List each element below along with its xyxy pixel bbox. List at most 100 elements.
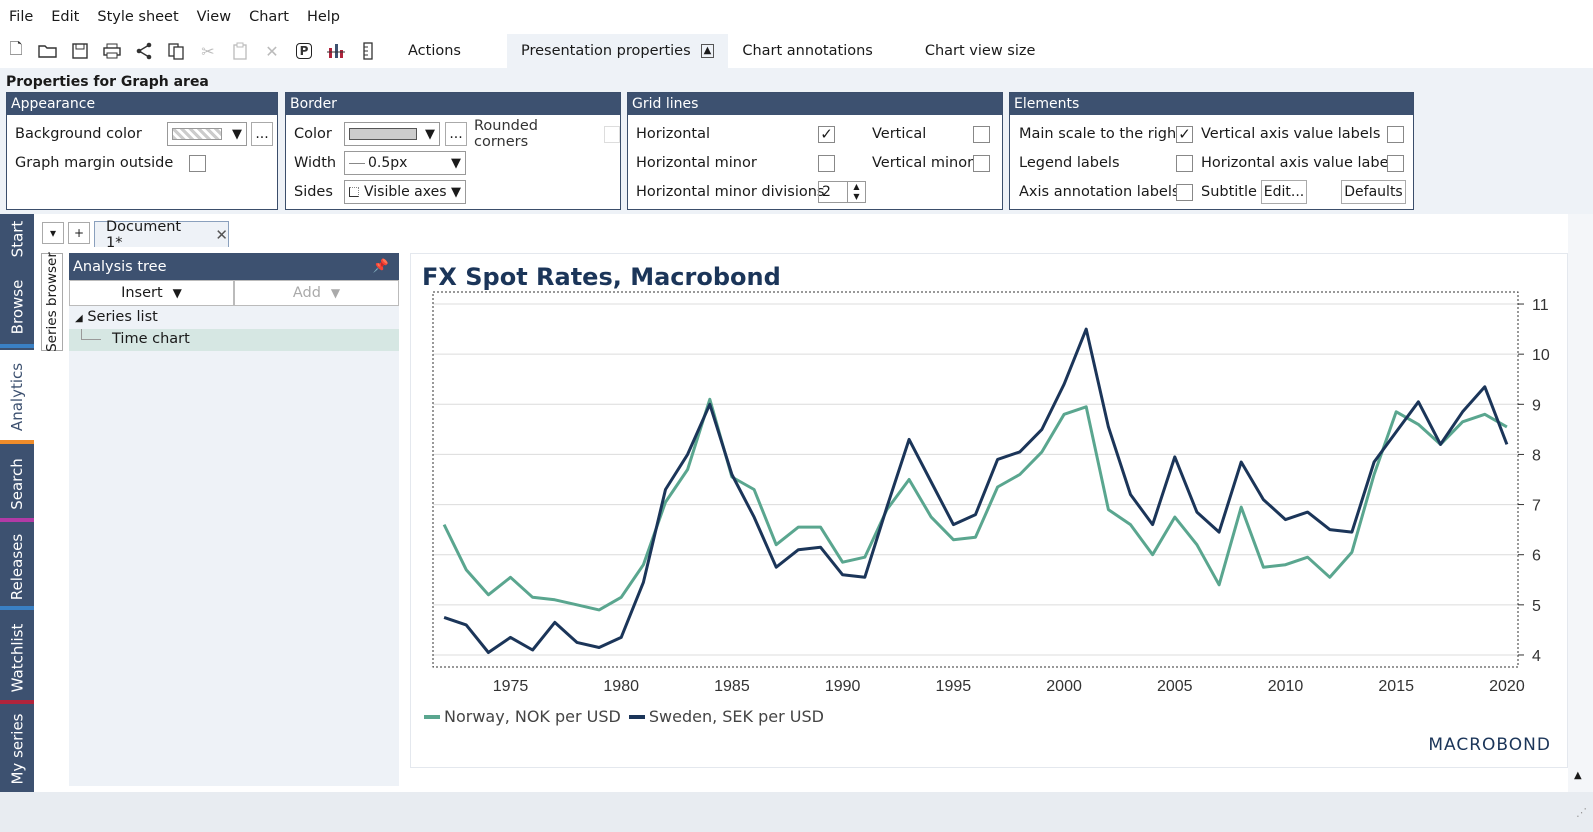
insert-label: Insert: [121, 285, 163, 301]
bg-color-select[interactable]: ▼: [167, 122, 247, 146]
border-group: Border Color ▼ ... Rounded corners Width…: [285, 92, 621, 210]
tree-item-time-chart[interactable]: Time chart: [69, 329, 399, 351]
grid-v-minor-checkbox[interactable]: [973, 155, 990, 172]
new-icon[interactable]: 🗋: [9, 38, 23, 58]
legend-labels-checkbox[interactable]: [1176, 155, 1193, 172]
border-width-select[interactable]: 0.5px ▼: [344, 151, 466, 175]
legend-swatch-sweden: [628, 714, 645, 719]
tree-item-series-list[interactable]: ◢ Series list: [75, 309, 158, 325]
tab-viewsize-label: Chart view size: [924, 43, 1036, 59]
menu-style-sheet[interactable]: Style sheet: [97, 9, 179, 25]
grid-vertical-checkbox[interactable]: [973, 126, 990, 143]
menu-edit[interactable]: Edit: [51, 9, 80, 25]
paste-icon[interactable]: [224, 35, 256, 67]
tab-presentation-properties[interactable]: Presentation properties ▲: [506, 34, 729, 68]
tab-browse[interactable]: Browse: [0, 266, 34, 348]
y-tick-label: 5: [1532, 598, 1541, 615]
border-sides-select[interactable]: Visible axes ▼: [344, 180, 466, 204]
legend-labels-row: Legend labels: [1019, 150, 1120, 176]
menu-help[interactable]: Help: [306, 9, 341, 25]
chart-plot[interactable]: 4 5 6 7 8 9 10 11 1975 1980 1985 1990 1995 2000 2005 20…: [411, 282, 1567, 722]
border-color-select[interactable]: ▼: [344, 122, 440, 146]
stepper-arrows-icon[interactable]: ▲ ▼: [847, 182, 865, 202]
main-scale-checkbox[interactable]: ✓: [1176, 126, 1193, 143]
v-axis-labels-label: Vertical axis value labels: [1201, 126, 1381, 142]
chevron-down-icon: ▼: [330, 286, 341, 300]
minor-divisions-value[interactable]: 2: [822, 184, 831, 200]
presentation-icon[interactable]: P: [288, 35, 320, 67]
add-button[interactable]: Add ▼: [234, 280, 399, 306]
scroll-up-icon[interactable]: ▲: [1574, 770, 1582, 781]
grid-horizontal-checkbox[interactable]: ✓: [818, 126, 835, 143]
main-scale-row: Main scale to the right: [1019, 121, 1182, 147]
x-tick-label: 2015: [1378, 678, 1414, 695]
open-icon[interactable]: [32, 35, 64, 67]
tab-watchlist[interactable]: Watchlist: [0, 612, 34, 704]
grid-v-minor-label: Vertical minor: [872, 155, 974, 171]
minor-divisions-stepper[interactable]: 2 ▲ ▼: [818, 181, 866, 203]
document-tab-bar: ▾ + Document 1* ✕: [34, 214, 1593, 251]
tab-chart-annotations[interactable]: Chart annotations: [728, 34, 887, 68]
print-icon[interactable]: [96, 35, 128, 67]
subtitle-row: Subtitle: [1201, 179, 1257, 205]
tab-start[interactable]: Start: [0, 214, 34, 264]
grid-v-minor-row: Vertical minor: [872, 150, 973, 176]
line-sample-icon: [349, 162, 365, 164]
defaults-button[interactable]: Defaults: [1341, 180, 1406, 204]
sides-icon: [349, 187, 359, 197]
rounded-corners-checkbox[interactable]: [603, 125, 620, 143]
chart-type-icon[interactable]: [320, 35, 352, 67]
tab-my-series-label: My series: [8, 713, 27, 785]
tab-chart-view-size[interactable]: Chart view size: [911, 34, 1050, 68]
copy-icon[interactable]: [160, 35, 192, 67]
pin-icon[interactable]: 📌: [372, 259, 389, 274]
tab-analytics-accent: [0, 440, 34, 444]
subtitle-edit-button[interactable]: Edit...: [1261, 180, 1307, 204]
delete-icon[interactable]: ✕: [265, 41, 279, 61]
h-axis-labels-checkbox[interactable]: [1387, 155, 1404, 172]
grid-horizontal-label: Horizontal: [636, 126, 711, 142]
ruler-icon[interactable]: [352, 35, 384, 67]
chevron-down-icon: ▼: [425, 126, 435, 142]
menu-chart[interactable]: Chart: [249, 9, 289, 25]
tab-actions-label: Actions: [408, 43, 461, 59]
rounded-corners-label: Rounded corners: [474, 118, 539, 150]
macrobond-logo: MACROBOND: [1428, 735, 1551, 755]
graph-area-selection: [432, 291, 1519, 668]
close-icon[interactable]: ✕: [215, 225, 228, 244]
series-browser-tab[interactable]: Series browser: [41, 252, 63, 352]
chevron-down-icon: ▼: [451, 155, 461, 171]
new-document-button[interactable]: +: [68, 222, 90, 244]
collapse-icon[interactable]: ▲: [700, 44, 715, 58]
bg-color-more-button[interactable]: ...: [251, 122, 273, 146]
v-axis-labels-checkbox[interactable]: [1387, 126, 1404, 143]
menu-file[interactable]: File: [9, 9, 34, 25]
document-tab[interactable]: Document 1* ✕: [94, 219, 229, 251]
expand-icon[interactable]: ◢: [75, 313, 83, 324]
save-icon[interactable]: [64, 35, 96, 67]
border-color-more-button[interactable]: ...: [445, 122, 467, 146]
axis-annotation-checkbox[interactable]: [1176, 184, 1193, 201]
toolbar: 🗋 ✂ ✕ P Actions Presentation properties …: [0, 34, 1593, 68]
document-tab-label: Document 1*: [106, 218, 182, 251]
tab-releases[interactable]: Releases: [0, 524, 34, 610]
analysis-tree-header: Analysis tree 📌: [69, 253, 399, 280]
resize-grip-icon[interactable]: ⋰: [1576, 806, 1587, 819]
properties-title: Properties for Graph area: [6, 74, 209, 90]
graph-margin-checkbox[interactable]: [189, 154, 207, 172]
document-list-dropdown[interactable]: ▾: [42, 222, 64, 244]
border-color-label: Color: [294, 126, 332, 142]
y-tick-label: 11: [1532, 297, 1549, 314]
insert-button[interactable]: Insert ▼: [69, 280, 234, 306]
tab-analytics[interactable]: Analytics: [0, 350, 34, 444]
grid-vertical-label: Vertical: [872, 126, 927, 142]
tab-actions[interactable]: Actions: [394, 34, 475, 68]
appearance-head: Appearance: [7, 93, 277, 115]
menu-view[interactable]: View: [196, 9, 232, 25]
cut-icon[interactable]: ✂: [201, 41, 215, 61]
tab-my-series[interactable]: My series: [0, 706, 34, 792]
tab-search[interactable]: Search: [0, 446, 34, 522]
y-tick-label: 4: [1532, 648, 1541, 665]
grid-h-minor-checkbox[interactable]: [818, 155, 835, 172]
share-icon[interactable]: [128, 35, 160, 67]
